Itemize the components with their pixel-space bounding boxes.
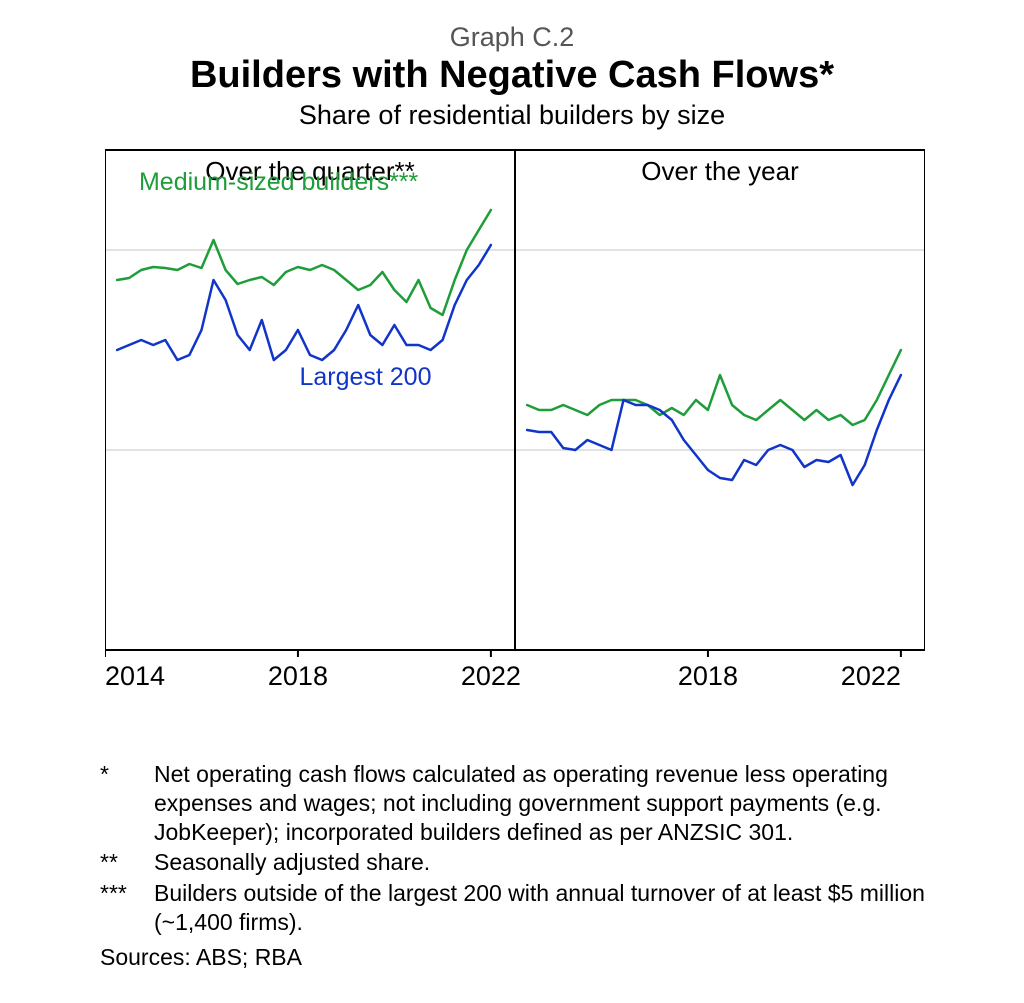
sources-text: Sources: ABS; RBA — [100, 943, 930, 972]
footnote-text: Net operating cash flows calculated as o… — [154, 760, 930, 846]
chart-container: Graph C.2 Builders with Negative Cash Fl… — [0, 0, 1024, 1003]
chart-subtitle: Share of residential builders by size — [0, 100, 1024, 131]
svg-text:2014: 2014 — [105, 661, 165, 691]
chart-plot-area: 0020204040%%201420182022Over the quarter… — [105, 140, 925, 700]
chart-svg: 0020204040%%201420182022Over the quarter… — [105, 140, 925, 700]
footnote-mark: *** — [100, 879, 154, 937]
footnote-mark: ** — [100, 848, 154, 877]
svg-text:Medium-sized builders***: Medium-sized builders*** — [139, 168, 419, 196]
svg-text:2018: 2018 — [678, 661, 738, 691]
footnotes-block: * Net operating cash flows calculated as… — [100, 760, 930, 971]
svg-text:2022: 2022 — [461, 661, 521, 691]
footnote-row: *** Builders outside of the largest 200 … — [100, 879, 930, 937]
svg-text:2022: 2022 — [841, 661, 901, 691]
svg-text:2018: 2018 — [268, 661, 328, 691]
graph-number: Graph C.2 — [0, 22, 1024, 53]
chart-title: Builders with Negative Cash Flows* — [0, 54, 1024, 97]
footnote-mark: * — [100, 760, 154, 846]
footnote-row: * Net operating cash flows calculated as… — [100, 760, 930, 846]
svg-text:Largest 200: Largest 200 — [299, 363, 431, 391]
footnote-text: Seasonally adjusted share. — [154, 848, 930, 877]
svg-text:Over the year: Over the year — [641, 156, 799, 186]
footnote-text: Builders outside of the largest 200 with… — [154, 879, 930, 937]
footnote-row: ** Seasonally adjusted share. — [100, 848, 930, 877]
